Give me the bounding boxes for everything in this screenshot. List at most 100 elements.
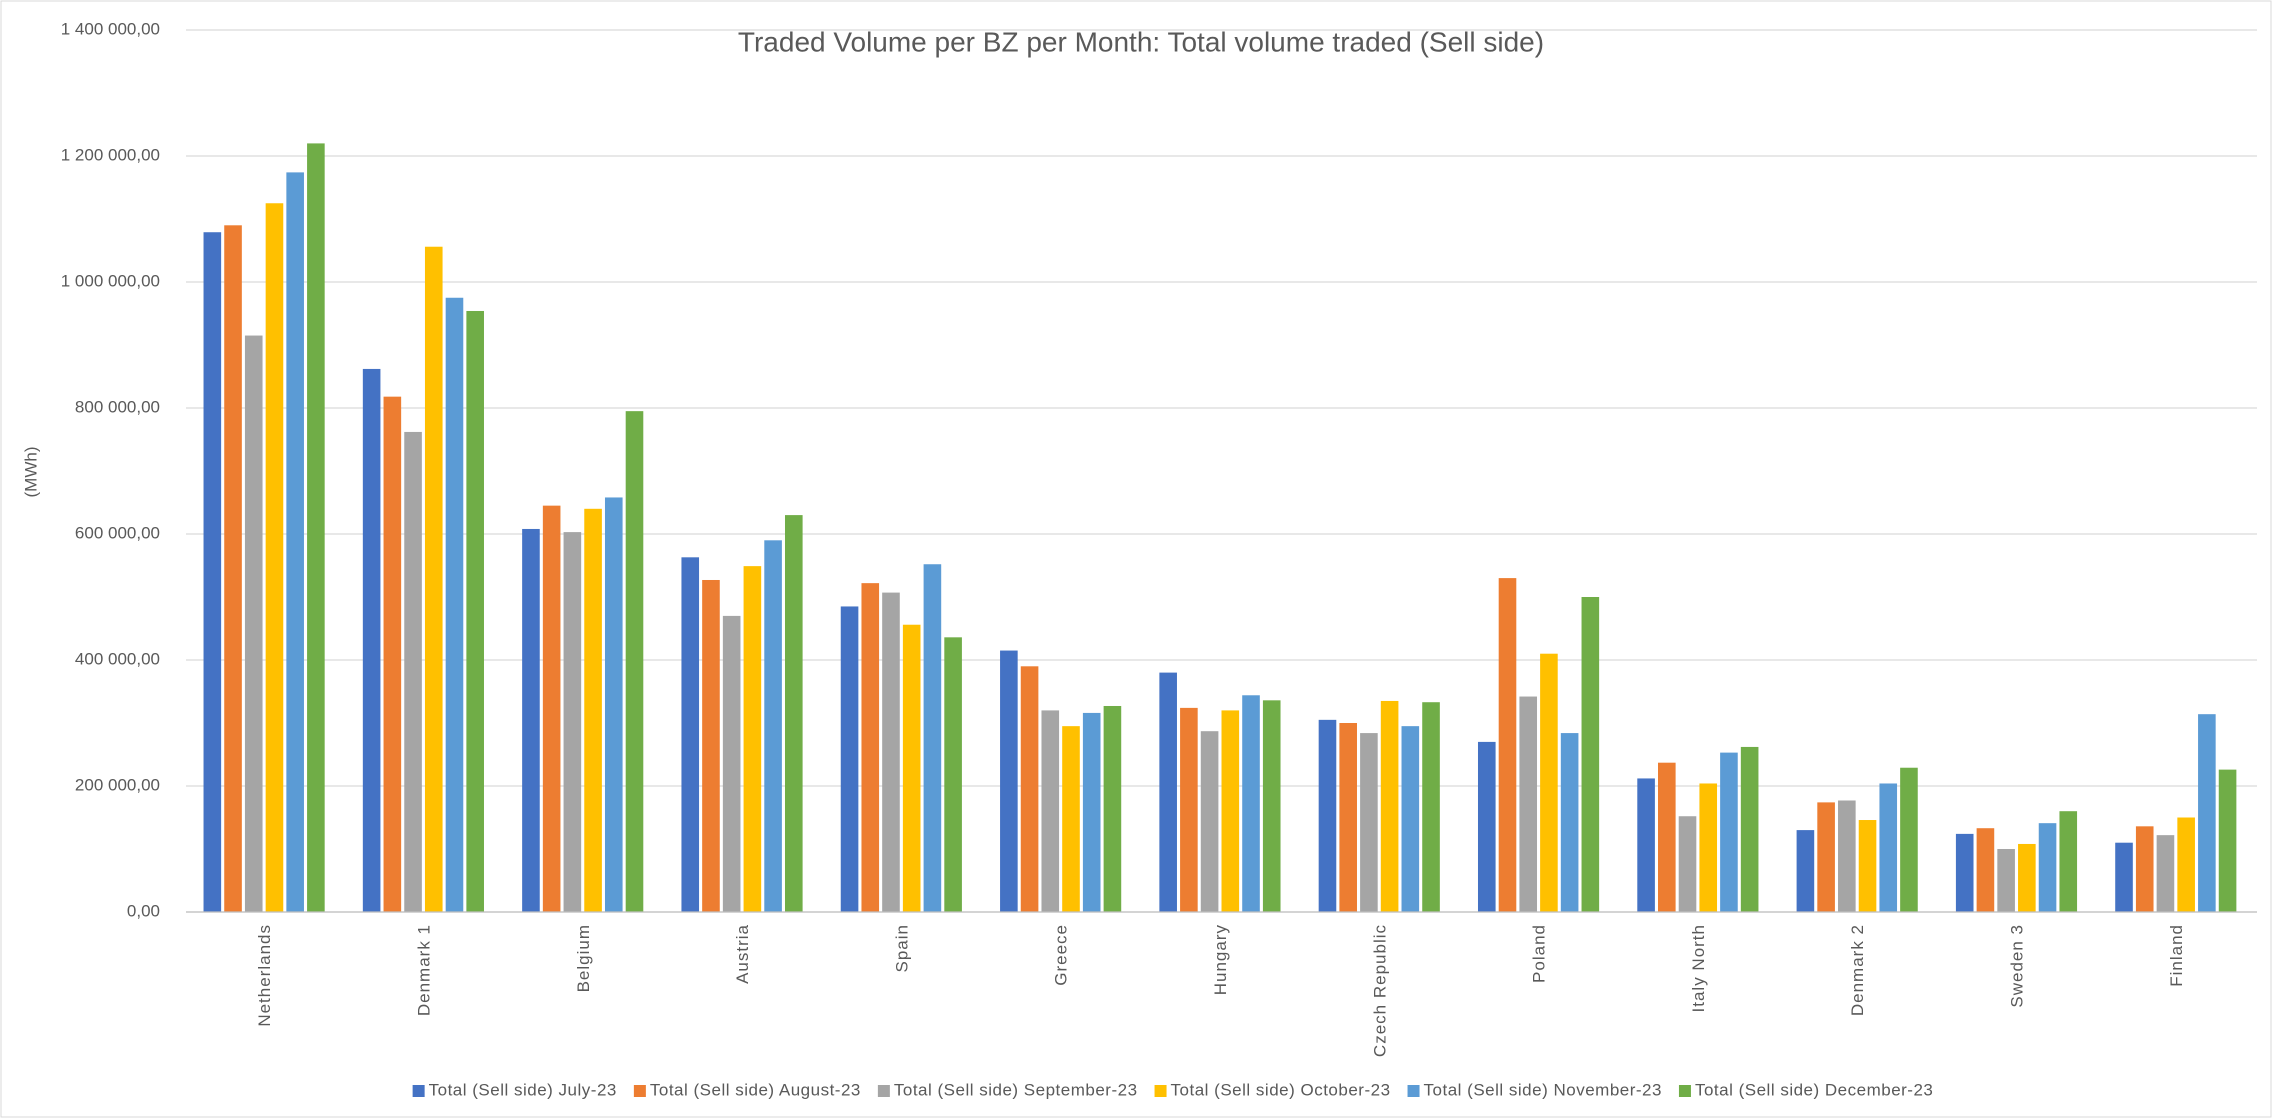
bar xyxy=(404,431,422,912)
bar xyxy=(1062,726,1080,912)
y-tick-label: 1 400 000,00 xyxy=(61,19,160,38)
bar xyxy=(1637,778,1655,912)
bar xyxy=(2115,842,2133,912)
x-tick-label: Greece xyxy=(1052,924,1071,986)
legend-label: Total (Sell side) October-23 xyxy=(1171,1080,1391,1099)
bar xyxy=(1955,833,1974,912)
bar xyxy=(1519,696,1538,912)
bar xyxy=(362,368,381,912)
x-tick-label: Sweden 3 xyxy=(2008,924,2027,1008)
x-tick-label: Italy North xyxy=(1689,924,1708,1012)
legend-label: Total (Sell side) July-23 xyxy=(429,1080,617,1099)
bar xyxy=(2135,826,2154,912)
bar xyxy=(203,232,222,913)
y-tick-label: 800 000,00 xyxy=(75,397,160,416)
bar xyxy=(1339,723,1357,912)
legend-swatch xyxy=(1154,1085,1167,1097)
bar xyxy=(1581,597,1600,912)
x-tick-label: Austria xyxy=(733,924,752,984)
bar xyxy=(522,528,540,912)
bar xyxy=(604,497,623,912)
bar xyxy=(1997,849,2015,912)
legend-label: Total (Sell side) December-23 xyxy=(1695,1080,1933,1099)
chart-title: Traded Volume per BZ per Month: Total vo… xyxy=(738,26,1544,57)
bar xyxy=(1796,830,1815,912)
bar xyxy=(424,246,443,913)
y-tick-label: 400 000,00 xyxy=(75,649,160,668)
x-tick-label: Netherlands xyxy=(255,924,274,1027)
bar xyxy=(2218,769,2237,912)
legend-swatch xyxy=(877,1085,890,1097)
bar xyxy=(1041,710,1060,912)
bar xyxy=(1020,666,1039,912)
bar xyxy=(1817,802,1835,912)
bar xyxy=(584,508,602,912)
legend-label: Total (Sell side) August-23 xyxy=(650,1080,861,1099)
legend-swatch xyxy=(1407,1085,1420,1097)
bar xyxy=(1879,783,1898,912)
bar xyxy=(625,411,644,912)
bar xyxy=(1262,700,1281,912)
bar xyxy=(764,540,782,912)
bar xyxy=(1540,653,1558,912)
bar xyxy=(307,143,325,912)
bar xyxy=(286,172,304,912)
bar xyxy=(1678,816,1697,912)
bar xyxy=(1422,702,1440,912)
y-tick-label: 0,00 xyxy=(127,901,160,920)
bar xyxy=(265,203,284,912)
bar xyxy=(1103,705,1122,912)
x-tick-label: Denmark 2 xyxy=(1848,924,1867,1016)
x-tick-label: Czech Republic xyxy=(1370,924,1389,1057)
x-tick-label: Denmark 1 xyxy=(414,924,433,1016)
bar xyxy=(1858,820,1877,912)
bar xyxy=(2156,835,2175,912)
bar xyxy=(445,297,464,912)
x-tick-label: Spain xyxy=(892,924,911,972)
bar xyxy=(1000,650,1018,912)
legend-swatch xyxy=(412,1085,425,1097)
bar xyxy=(1560,733,1579,912)
bar xyxy=(383,396,402,912)
bar xyxy=(1380,700,1399,912)
bar xyxy=(1477,741,1496,912)
bar xyxy=(1401,726,1420,912)
bar xyxy=(542,505,561,912)
bar xyxy=(902,624,921,912)
bar xyxy=(882,592,900,912)
x-tick-label: Belgium xyxy=(574,924,593,992)
bar xyxy=(244,335,263,912)
bar xyxy=(1159,672,1177,912)
y-tick-label: 600 000,00 xyxy=(75,523,160,542)
bar xyxy=(563,532,582,912)
bar xyxy=(2059,811,2078,912)
bar xyxy=(1360,733,1378,912)
bar xyxy=(743,566,762,912)
y-tick-label: 1 000 000,00 xyxy=(61,271,160,290)
y-tick-label: 200 000,00 xyxy=(75,775,160,794)
y-tick-label: 1 200 000,00 xyxy=(61,145,160,164)
bar xyxy=(2018,843,2036,912)
bar xyxy=(1221,710,1240,912)
bar xyxy=(702,579,720,912)
bar xyxy=(1180,707,1198,912)
x-tick-label: Finland xyxy=(2167,924,2186,987)
bar xyxy=(1200,731,1219,912)
bar xyxy=(1658,762,1676,912)
bar xyxy=(2198,714,2216,912)
bar xyxy=(1976,828,1995,912)
x-tick-label: Poland xyxy=(1530,924,1549,983)
y-axis-label: (MWh) xyxy=(21,447,40,498)
bar xyxy=(840,606,859,912)
bar xyxy=(861,583,880,912)
bar xyxy=(1740,746,1759,912)
bar xyxy=(784,515,803,912)
bar xyxy=(1699,783,1718,912)
bar xyxy=(1242,695,1260,912)
bar xyxy=(923,564,942,912)
x-tick-label: Hungary xyxy=(1211,924,1230,995)
bar xyxy=(944,637,962,912)
legend-label: Total (Sell side) November-23 xyxy=(1424,1080,1662,1099)
